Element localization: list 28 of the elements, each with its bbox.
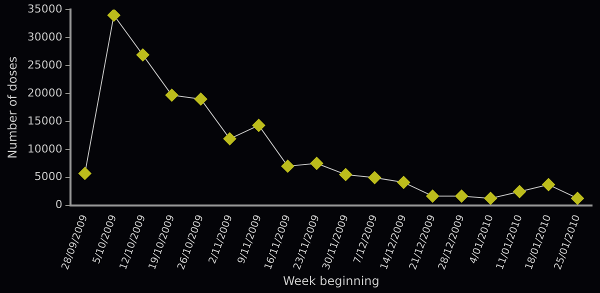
point (513, 185, 526, 198)
y-tick-label: 0 (55, 198, 62, 212)
y-tick-label: 20000 (27, 86, 62, 100)
point (165, 88, 178, 102)
y-tick-label: 25000 (27, 58, 62, 72)
point (455, 190, 468, 203)
point (368, 171, 382, 184)
point (194, 92, 208, 106)
x-axis-title: Week beginning (282, 274, 380, 288)
y-axis-title: Number of doses (5, 56, 20, 159)
point (571, 192, 584, 205)
point (223, 132, 236, 146)
point (252, 118, 266, 132)
point (484, 192, 498, 205)
y-tick-label: 15000 (27, 114, 62, 128)
y-tick-label: 5000 (34, 170, 62, 184)
point (107, 10, 120, 22)
y-tick-label: 10000 (27, 142, 62, 156)
point (542, 178, 556, 192)
y-tick-label: 30000 (27, 30, 62, 44)
point (339, 168, 352, 182)
point (136, 48, 150, 62)
point (281, 160, 294, 173)
point (78, 166, 92, 180)
point (426, 190, 440, 203)
y-tick-label: 35000 (27, 2, 62, 16)
point (310, 156, 324, 170)
point (397, 176, 410, 189)
